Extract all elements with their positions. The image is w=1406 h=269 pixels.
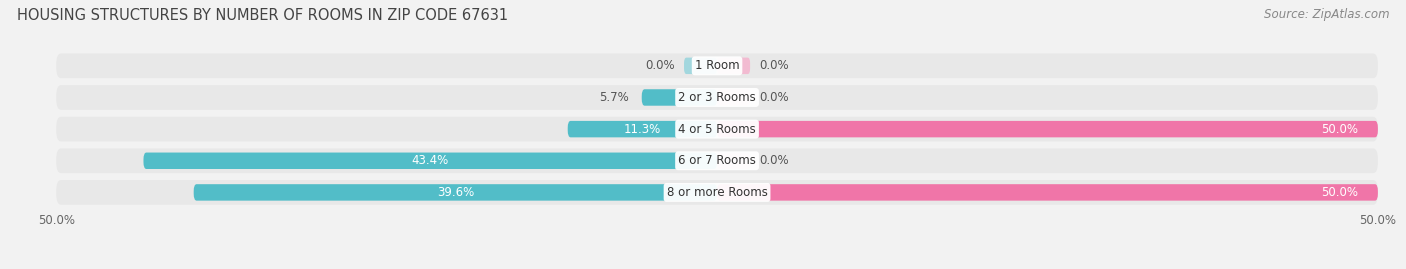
FancyBboxPatch shape <box>56 148 1378 173</box>
FancyBboxPatch shape <box>56 85 1378 110</box>
FancyBboxPatch shape <box>143 153 717 169</box>
FancyBboxPatch shape <box>194 184 717 201</box>
FancyBboxPatch shape <box>56 117 1378 141</box>
Text: 43.4%: 43.4% <box>412 154 449 167</box>
FancyBboxPatch shape <box>717 184 1378 201</box>
FancyBboxPatch shape <box>56 180 1378 205</box>
Text: 0.0%: 0.0% <box>759 91 789 104</box>
Text: 0.0%: 0.0% <box>759 59 789 72</box>
Text: 50.0%: 50.0% <box>1322 123 1358 136</box>
Text: HOUSING STRUCTURES BY NUMBER OF ROOMS IN ZIP CODE 67631: HOUSING STRUCTURES BY NUMBER OF ROOMS IN… <box>17 8 508 23</box>
Text: 2 or 3 Rooms: 2 or 3 Rooms <box>678 91 756 104</box>
Text: Source: ZipAtlas.com: Source: ZipAtlas.com <box>1264 8 1389 21</box>
Text: 4 or 5 Rooms: 4 or 5 Rooms <box>678 123 756 136</box>
FancyBboxPatch shape <box>717 121 1378 137</box>
Text: 0.0%: 0.0% <box>645 59 675 72</box>
FancyBboxPatch shape <box>717 153 751 169</box>
Text: 6 or 7 Rooms: 6 or 7 Rooms <box>678 154 756 167</box>
FancyBboxPatch shape <box>685 58 717 74</box>
Text: 1 Room: 1 Room <box>695 59 740 72</box>
FancyBboxPatch shape <box>56 54 1378 78</box>
Text: 0.0%: 0.0% <box>759 154 789 167</box>
Text: 5.7%: 5.7% <box>599 91 628 104</box>
Text: 39.6%: 39.6% <box>437 186 474 199</box>
FancyBboxPatch shape <box>717 58 751 74</box>
Text: 8 or more Rooms: 8 or more Rooms <box>666 186 768 199</box>
FancyBboxPatch shape <box>641 89 717 106</box>
FancyBboxPatch shape <box>568 121 717 137</box>
Text: 11.3%: 11.3% <box>624 123 661 136</box>
FancyBboxPatch shape <box>717 89 751 106</box>
Text: 50.0%: 50.0% <box>1322 186 1358 199</box>
